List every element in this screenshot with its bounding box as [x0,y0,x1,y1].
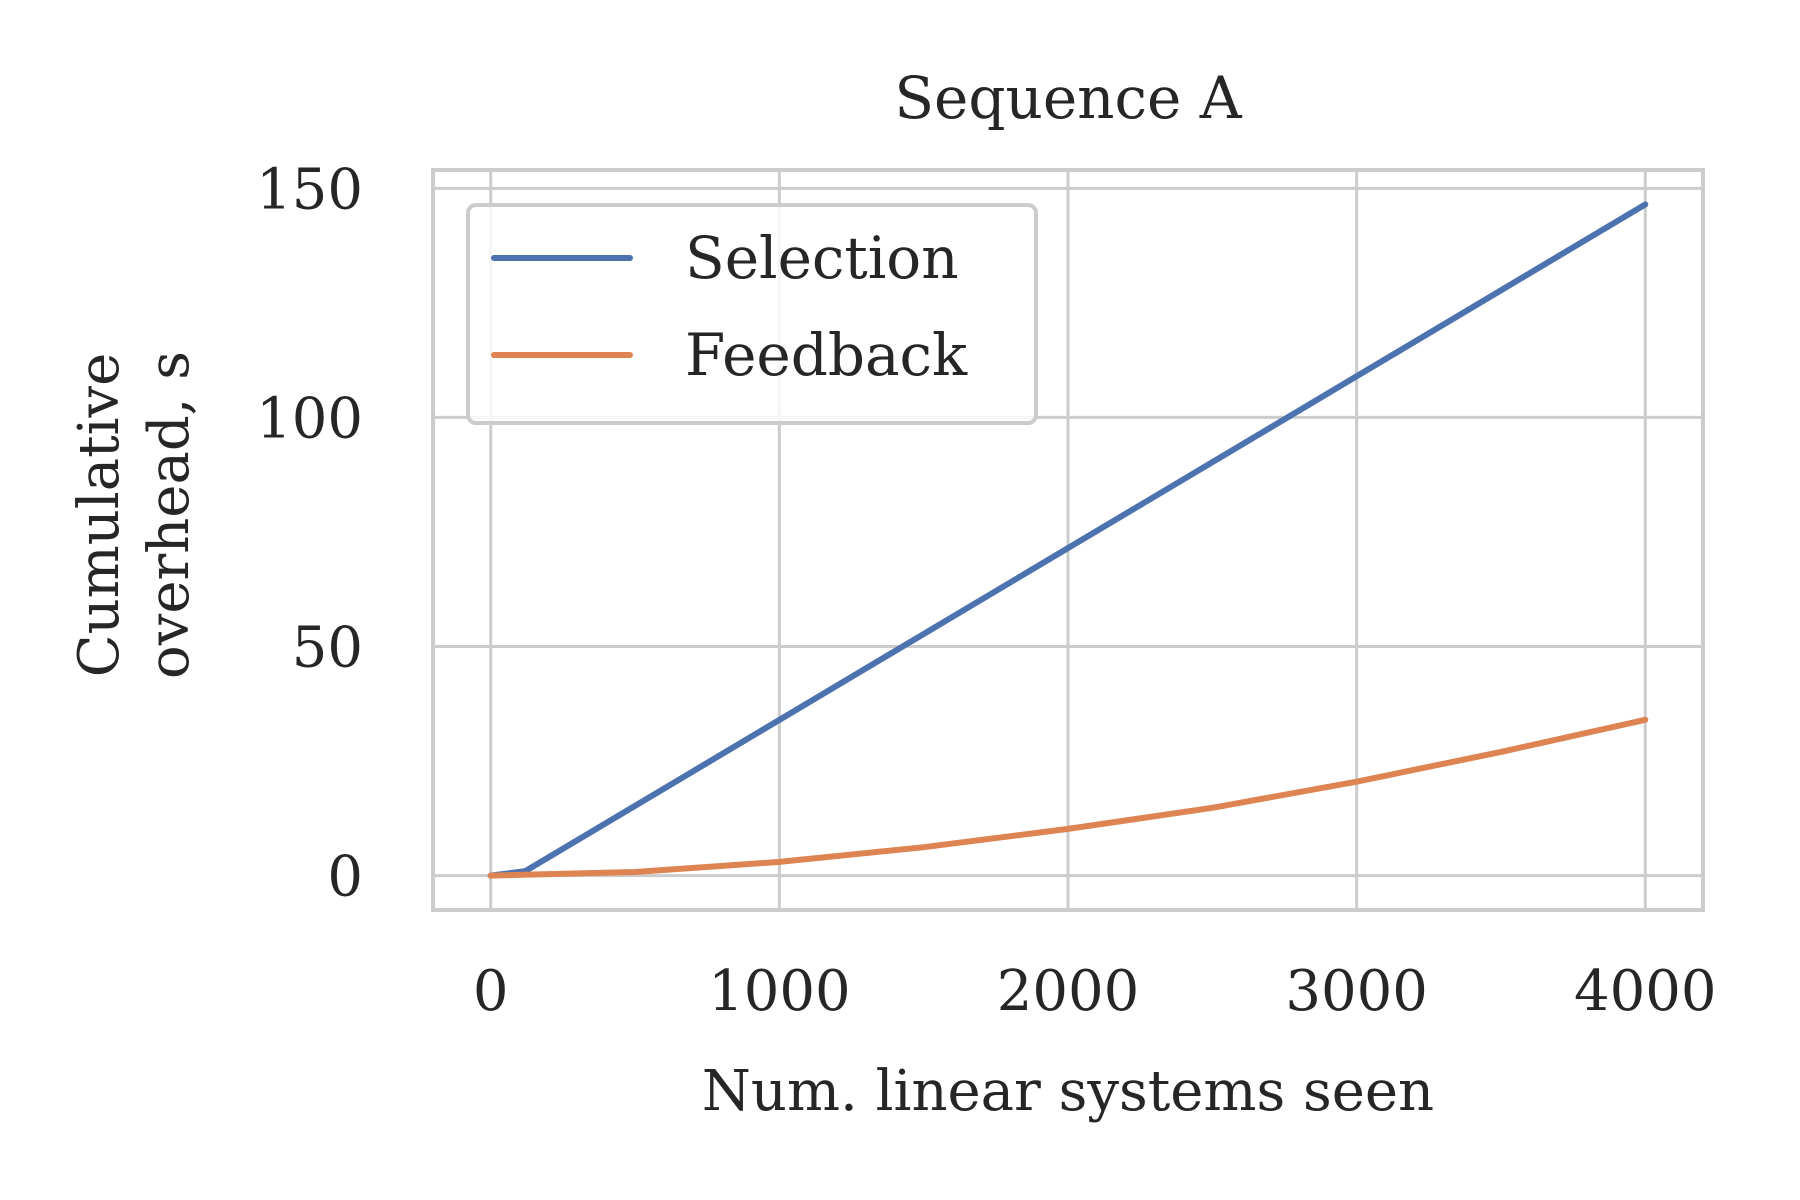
legend-label-feedback: Feedback [685,321,968,389]
y-tick-label: 50 [292,616,363,681]
y-axis-label-line-1: Cumulative [67,353,132,678]
y-tick-label: 0 [327,845,363,910]
y-tick-label: 150 [256,157,363,222]
series-layer [487,201,1649,879]
chart-title: Sequence A [894,64,1242,132]
x-tick-label: 4000 [1574,959,1717,1024]
legend: Selection Feedback [466,203,1038,425]
x-tick-label: 1000 [708,959,851,1024]
plot-frame [431,168,1705,912]
y-tick-label: 100 [256,386,363,451]
x-tick-label: 3000 [1285,959,1428,1024]
x-axis-label: Num. linear systems seen [702,1059,1434,1124]
x-tick-label: 0 [473,959,509,1024]
x-tick-label: 2000 [997,959,1140,1024]
y-axis-label-line-2: overhead, s [137,351,202,679]
legend-label-selection: Selection [685,224,959,292]
tick-labels: 0 1000 2000 3000 4000 0 50 100 150 [256,157,1716,1024]
series-line-feedback [487,716,1649,879]
